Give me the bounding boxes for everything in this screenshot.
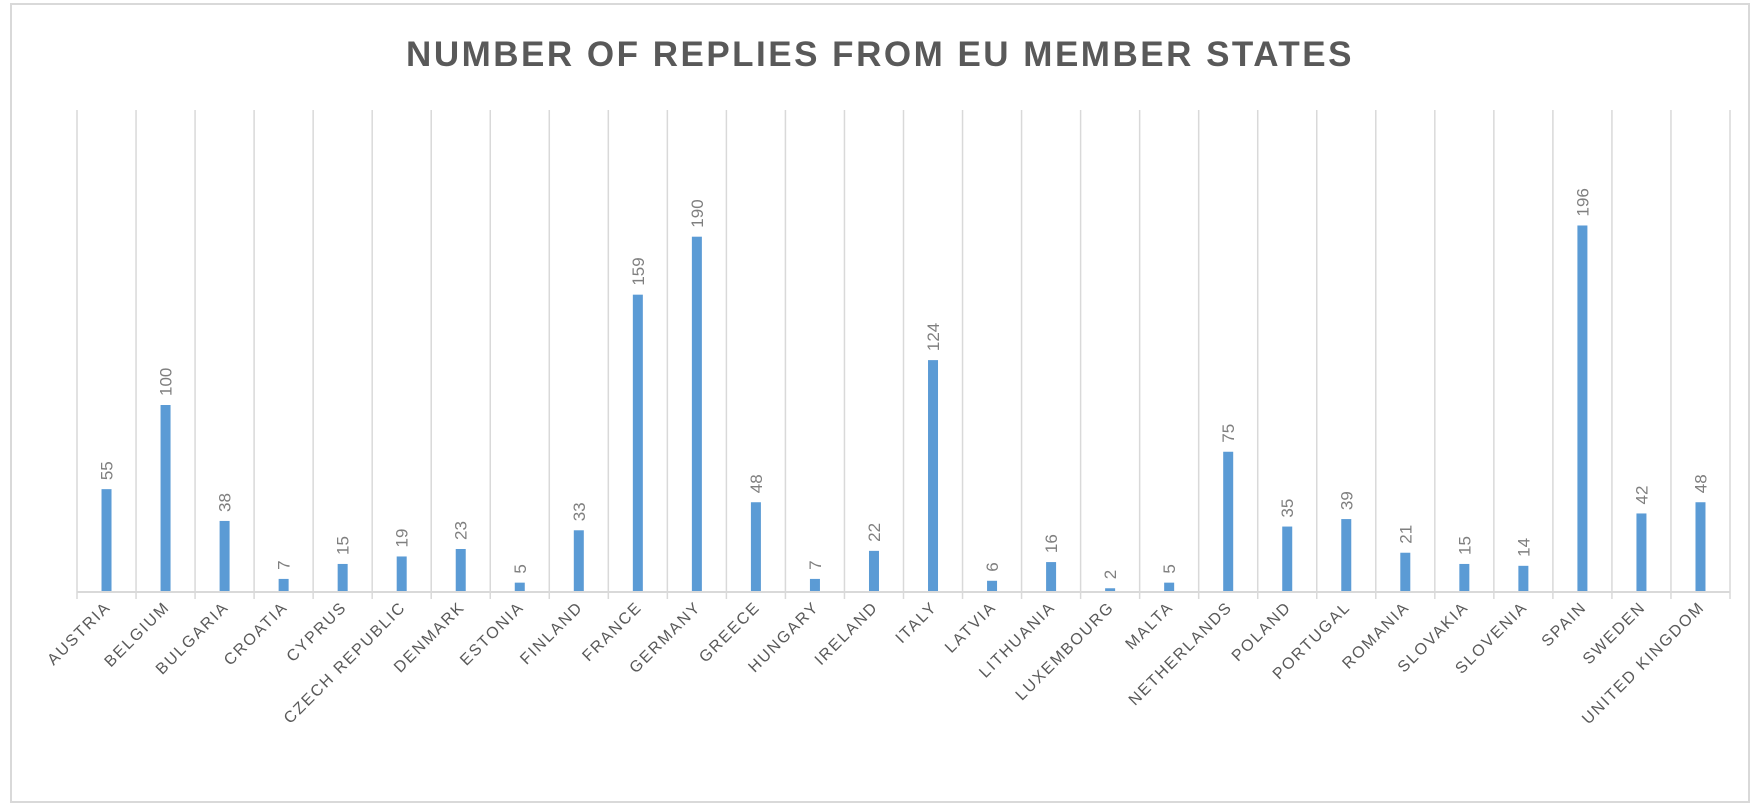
bar — [219, 520, 230, 592]
bar — [1695, 502, 1706, 592]
x-tick-label: LUXEMBOURG — [1013, 599, 1118, 704]
data-label: 5 — [511, 564, 530, 573]
bar — [160, 405, 171, 592]
bar — [1282, 526, 1293, 592]
data-label: 7 — [806, 560, 825, 569]
bar — [278, 578, 289, 592]
data-label: 6 — [983, 562, 1002, 571]
x-tick-label: UNITED KINGDOM — [1579, 599, 1708, 728]
bar — [1223, 451, 1234, 592]
data-label: 100 — [157, 368, 176, 396]
data-label: 190 — [688, 199, 707, 227]
grid-lines — [76, 110, 1731, 599]
bar — [455, 548, 466, 592]
bars — [101, 225, 1706, 593]
bar — [1164, 582, 1175, 592]
bar — [101, 489, 112, 592]
data-label: 15 — [1455, 536, 1474, 555]
bar — [1459, 563, 1470, 592]
bar — [809, 578, 820, 592]
bar — [928, 360, 939, 592]
data-label: 124 — [924, 323, 943, 351]
bar — [750, 502, 761, 592]
data-labels: 55 100 38 7 15 19 23 5 33 159 190 48 7 22 124 6 16 2 5 75 35… — [98, 188, 1711, 579]
data-label: 159 — [629, 257, 648, 285]
x-tick-label: NETHERLANDS — [1126, 599, 1236, 709]
x-tick-label: SPAIN — [1539, 599, 1590, 650]
data-label: 39 — [1337, 491, 1356, 510]
x-axis-tick-labels: AUSTRIABELGIUMBULGARIACROATIACYPRUSCZECH… — [44, 599, 1708, 728]
data-label: 38 — [216, 493, 235, 512]
bar — [987, 580, 998, 592]
bar — [1341, 519, 1352, 592]
data-label: 21 — [1396, 525, 1415, 544]
chart-title: NUMBER OF REPLIES FROM EU MEMBER STATES — [406, 35, 1354, 74]
data-label: 15 — [334, 536, 353, 555]
data-label: 5 — [1160, 564, 1179, 573]
data-label: 48 — [747, 474, 766, 493]
bar — [691, 236, 702, 592]
data-label: 22 — [865, 523, 884, 542]
data-label: 2 — [1101, 570, 1120, 579]
x-tick-label: ESTONIA — [457, 599, 527, 669]
data-label: 42 — [1632, 486, 1651, 505]
bar — [1105, 588, 1116, 592]
data-label: 19 — [393, 529, 412, 548]
bar-chart: NUMBER OF REPLIES FROM EU MEMBER STATES … — [44, 35, 1731, 728]
x-tick-label: MALTA — [1123, 599, 1177, 653]
data-label: 48 — [1691, 474, 1710, 493]
bar — [337, 563, 348, 592]
chart-frame — [10, 3, 1750, 803]
data-label: 16 — [1042, 534, 1061, 553]
bar — [1400, 552, 1411, 592]
bar — [1636, 513, 1647, 592]
x-tick-label: CZECH REPUBLIC — [281, 599, 410, 728]
data-label: 75 — [1219, 424, 1238, 443]
data-label: 7 — [275, 560, 294, 569]
x-tick-label: IRELAND — [812, 599, 882, 669]
bar — [514, 582, 525, 592]
x-tick-label: LATVIA — [942, 599, 1000, 657]
x-tick-label: FINLAND — [517, 599, 586, 668]
bar — [396, 556, 407, 592]
bar — [868, 550, 879, 592]
data-label: 14 — [1514, 538, 1533, 557]
data-label: 196 — [1573, 188, 1592, 216]
bar — [1577, 225, 1588, 593]
data-label: 35 — [1278, 499, 1297, 518]
bar — [1518, 565, 1529, 592]
bar — [632, 294, 643, 592]
bar — [573, 530, 584, 592]
data-label: 33 — [570, 502, 589, 521]
data-label: 23 — [452, 521, 471, 540]
data-label: 55 — [98, 461, 117, 480]
bar — [1046, 562, 1057, 592]
x-tick-label: CROATIA — [221, 599, 291, 669]
x-tick-label: ITALY — [893, 599, 941, 647]
